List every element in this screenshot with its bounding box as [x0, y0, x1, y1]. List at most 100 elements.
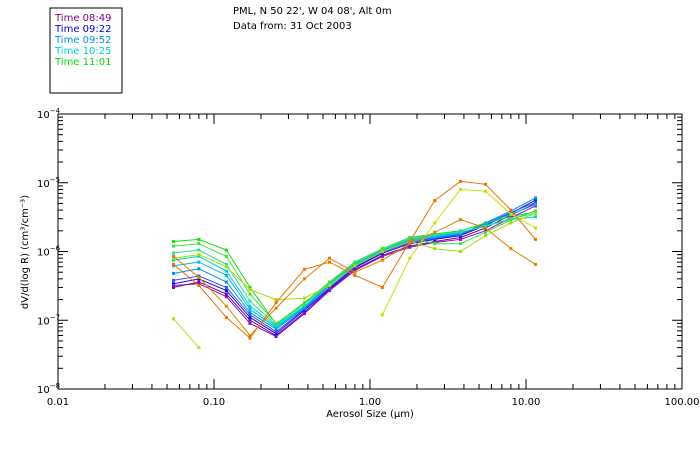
series-point [433, 235, 437, 239]
series-point [433, 236, 437, 240]
series-point [408, 239, 412, 243]
x-axis-label: Aerosol Size (μm) [326, 409, 414, 420]
series-point [197, 280, 201, 284]
series-point [248, 315, 252, 319]
series-point [433, 242, 437, 246]
x-tick-label: 0.01 [47, 397, 69, 408]
series-point [533, 203, 537, 207]
series-point [302, 312, 306, 316]
series-point [380, 247, 384, 251]
series-point [224, 254, 228, 258]
series-point [274, 323, 278, 327]
legend-entry: Time 09:52 [54, 35, 111, 46]
series-line [173, 318, 200, 348]
series-point [171, 284, 175, 288]
series-point [380, 254, 384, 258]
series-point [224, 273, 228, 277]
series-point [509, 212, 513, 216]
series-point [509, 218, 513, 222]
series-point [197, 275, 201, 279]
series-point [224, 295, 228, 299]
series-point [171, 278, 175, 282]
series-point [248, 292, 252, 296]
plot-frame [57, 113, 683, 390]
series-point [327, 280, 331, 284]
header-location: PML, N 50 22', W 04 08', Alt 0m [233, 6, 392, 17]
legend-entry: Time 09:22 [54, 24, 111, 35]
y-axis-label: dV/d(log R) (cm³/cm⁻³) [20, 195, 31, 309]
legend-entry: Time 10:25 [54, 46, 111, 57]
y-tick-label: 10−8 [37, 382, 60, 396]
series-point [171, 271, 175, 275]
series-point [483, 222, 487, 226]
series-point [458, 233, 462, 237]
series-point [433, 199, 437, 203]
series-point [248, 336, 252, 340]
series-point [302, 302, 306, 306]
series-point [171, 282, 175, 286]
series-point [483, 189, 487, 193]
series-point [458, 237, 462, 241]
series-point [380, 313, 384, 317]
series-point [224, 285, 228, 289]
series-point [171, 262, 175, 266]
series-point [171, 254, 175, 258]
series-point [248, 318, 252, 322]
series-point [274, 332, 278, 336]
series-point [533, 200, 537, 204]
series-point [509, 221, 513, 225]
series-point [483, 230, 487, 234]
series-point [458, 179, 462, 183]
series-point [533, 226, 537, 230]
series-point [483, 234, 487, 238]
series-point [224, 315, 228, 319]
series-point [458, 250, 462, 253]
series-point [302, 305, 306, 309]
axis-ticks [57, 113, 683, 390]
series-point [171, 256, 175, 260]
series-point [248, 313, 252, 317]
x-tick-label: 10.00 [512, 397, 541, 408]
legend-box [49, 7, 123, 94]
series-point [533, 237, 537, 241]
series-point [224, 292, 228, 296]
series-point [408, 242, 412, 246]
series-point [248, 285, 252, 289]
series-point [224, 289, 228, 293]
series-point [197, 242, 201, 246]
series-point [171, 317, 175, 321]
series-point [274, 301, 278, 305]
series-point [197, 267, 201, 271]
series-point [248, 321, 252, 325]
x-tick-label: 100.00 [665, 397, 700, 408]
series-point [224, 262, 228, 266]
series-point [274, 330, 278, 334]
series-point [327, 285, 331, 289]
series-point [458, 230, 462, 234]
series-point [197, 346, 201, 350]
series-point [248, 307, 252, 311]
series-point [274, 335, 278, 339]
series-point [197, 282, 201, 286]
series-point [433, 233, 437, 237]
series-point [408, 245, 412, 249]
series-point [509, 210, 513, 214]
y-tick-label: 10−5 [37, 176, 60, 190]
series-point [509, 208, 513, 212]
series-point [533, 198, 537, 202]
series-line [173, 180, 536, 339]
series-point [458, 187, 462, 191]
series-point [353, 268, 357, 272]
series-point [302, 296, 306, 300]
series-point [533, 215, 537, 219]
series-point [248, 299, 252, 303]
series-point [509, 247, 513, 251]
x-tick-label: 1.00 [359, 397, 381, 408]
series-point [248, 288, 252, 292]
series-point [274, 327, 278, 331]
x-tick-labels: 0.01 0.10 1.00 10.00 100.00 [47, 397, 700, 408]
series-point [353, 273, 357, 277]
series-point [224, 265, 228, 269]
